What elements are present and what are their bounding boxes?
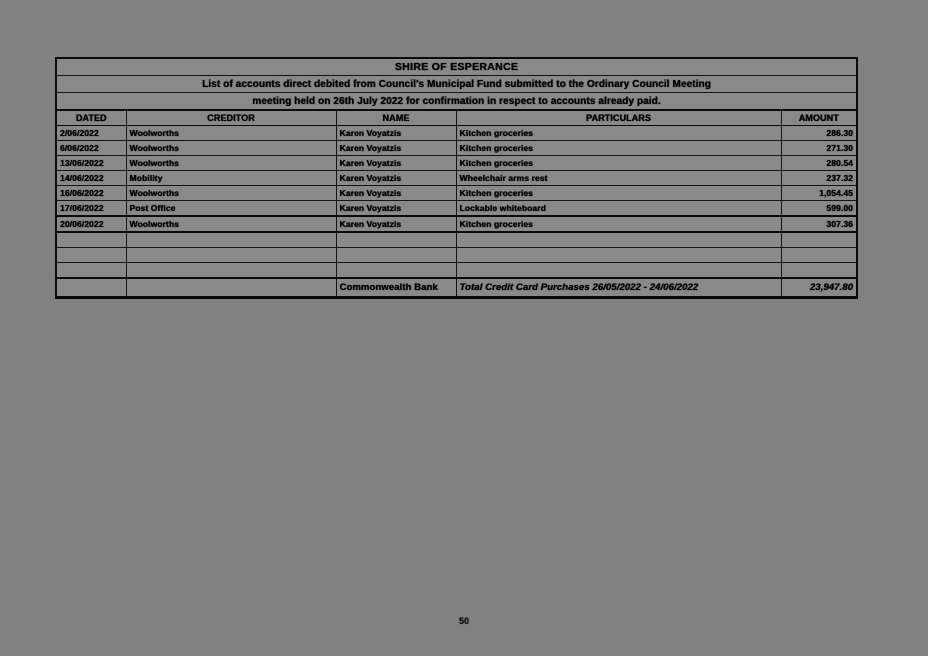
cell-particulars: Kitchen groceries — [455, 140, 782, 156]
cell-amount: 271.30 — [780, 140, 858, 156]
total-amount: 23,947.80 — [780, 277, 858, 299]
cell-dated: 20/06/2022 — [55, 215, 127, 233]
cell-creditor: Mobility — [125, 170, 337, 186]
cell-particulars — [455, 262, 782, 279]
table-row: 13/06/2022 Woolworths Karen Voyatzis Kit… — [55, 155, 858, 171]
column-header-particulars: PARTICULARS — [455, 109, 782, 126]
total-particulars: Total Credit Card Purchases 26/05/2022 -… — [455, 277, 782, 299]
cell-name: Karen Voyatzis — [335, 200, 457, 217]
cell-name: Karen Voyatzis — [335, 125, 457, 141]
column-header-creditor: CREDITOR — [125, 109, 337, 126]
table-row: 2/06/2022 Woolworths Karen Voyatzis Kitc… — [55, 125, 858, 141]
empty-rows — [55, 231, 858, 279]
cell-dated — [55, 247, 127, 263]
cell-creditor: Woolworths — [125, 125, 337, 141]
cell-creditor — [125, 262, 337, 279]
table-row: 16/06/2022 Woolworths Karen Voyatzis Kit… — [55, 185, 858, 201]
cell-name: Karen Voyatzis — [335, 155, 457, 171]
page-number: 50 — [458, 616, 469, 626]
accounts-table: SHIRE OF ESPERANCE List of accounts dire… — [55, 57, 859, 299]
cell-amount: 599.00 — [780, 200, 858, 217]
data-rows: 2/06/2022 Woolworths Karen Voyatzis Kitc… — [55, 125, 858, 233]
column-header-row: DATED CREDITOR NAME PARTICULARS AMOUNT — [55, 109, 858, 126]
cell-amount: 237.32 — [780, 170, 858, 186]
empty-row — [55, 262, 858, 279]
document-subtitle-1: List of accounts direct debited from Cou… — [56, 75, 858, 93]
total-dated-cell — [55, 277, 127, 299]
cell-dated: 17/06/2022 — [55, 200, 127, 217]
cell-dated: 16/06/2022 — [55, 185, 127, 201]
cell-creditor — [125, 247, 337, 263]
cell-name: Karen Voyatzis — [335, 215, 457, 233]
table-row: 20/06/2022 Woolworths Karen Voyatzis Kit… — [55, 215, 858, 233]
cell-particulars: Kitchen groceries — [455, 215, 782, 233]
cell-dated — [55, 262, 127, 279]
cell-dated: 6/06/2022 — [55, 140, 127, 156]
empty-row — [55, 247, 858, 263]
cell-name: Karen Voyatzis — [335, 170, 457, 186]
document-title: SHIRE OF ESPERANCE — [56, 57, 858, 76]
cell-creditor — [125, 231, 337, 248]
cell-name — [335, 262, 457, 279]
cell-creditor: Woolworths — [125, 155, 337, 171]
subtitle-row-2: meeting held on 26th July 2022 for confi… — [56, 92, 858, 110]
cell-creditor: Woolworths — [125, 185, 337, 201]
cell-amount — [780, 247, 858, 263]
document-subtitle-2: meeting held on 26th July 2022 for confi… — [56, 92, 858, 110]
cell-dated: 14/06/2022 — [55, 170, 127, 186]
cell-creditor: Post Office — [125, 200, 337, 217]
cell-amount — [780, 231, 858, 248]
cell-amount: 286.30 — [780, 125, 858, 141]
total-row: Commonwealth Bank Total Credit Card Purc… — [55, 277, 858, 299]
table-row: 17/06/2022 Post Office Karen Voyatzis Lo… — [55, 200, 858, 217]
cell-particulars: Wheelchair arms rest — [455, 170, 782, 186]
cell-amount: 1,054.45 — [780, 185, 858, 201]
table-row: 14/06/2022 Mobility Karen Voyatzis Wheel… — [55, 170, 858, 186]
cell-dated: 13/06/2022 — [55, 155, 127, 171]
cell-creditor: Woolworths — [125, 215, 337, 233]
cell-particulars: Lockable whiteboard — [455, 200, 782, 217]
cell-dated — [55, 231, 127, 248]
cell-particulars — [455, 247, 782, 263]
total-bank-name: Commonwealth Bank — [335, 277, 457, 299]
title-row: SHIRE OF ESPERANCE — [56, 57, 858, 76]
cell-name: Karen Voyatzis — [335, 185, 457, 201]
subtitle-row-1: List of accounts direct debited from Cou… — [56, 75, 858, 93]
cell-creditor: Woolworths — [125, 140, 337, 156]
column-header-amount: AMOUNT — [780, 109, 858, 126]
cell-amount: 307.36 — [780, 215, 858, 233]
column-header-name: NAME — [335, 109, 457, 126]
cell-particulars — [455, 231, 782, 248]
cell-amount: 280.54 — [780, 155, 858, 171]
total-creditor-cell — [125, 277, 337, 299]
cell-name — [335, 247, 457, 263]
cell-particulars: Kitchen groceries — [455, 185, 782, 201]
empty-row — [55, 231, 858, 248]
cell-amount — [780, 262, 858, 279]
cell-particulars: Kitchen groceries — [455, 155, 782, 171]
cell-name: Karen Voyatzis — [335, 140, 457, 156]
cell-dated: 2/06/2022 — [55, 125, 127, 141]
cell-name — [335, 231, 457, 248]
column-header-dated: DATED — [55, 109, 127, 126]
table-row: 6/06/2022 Woolworths Karen Voyatzis Kitc… — [55, 140, 858, 156]
cell-particulars: Kitchen groceries — [455, 125, 782, 141]
